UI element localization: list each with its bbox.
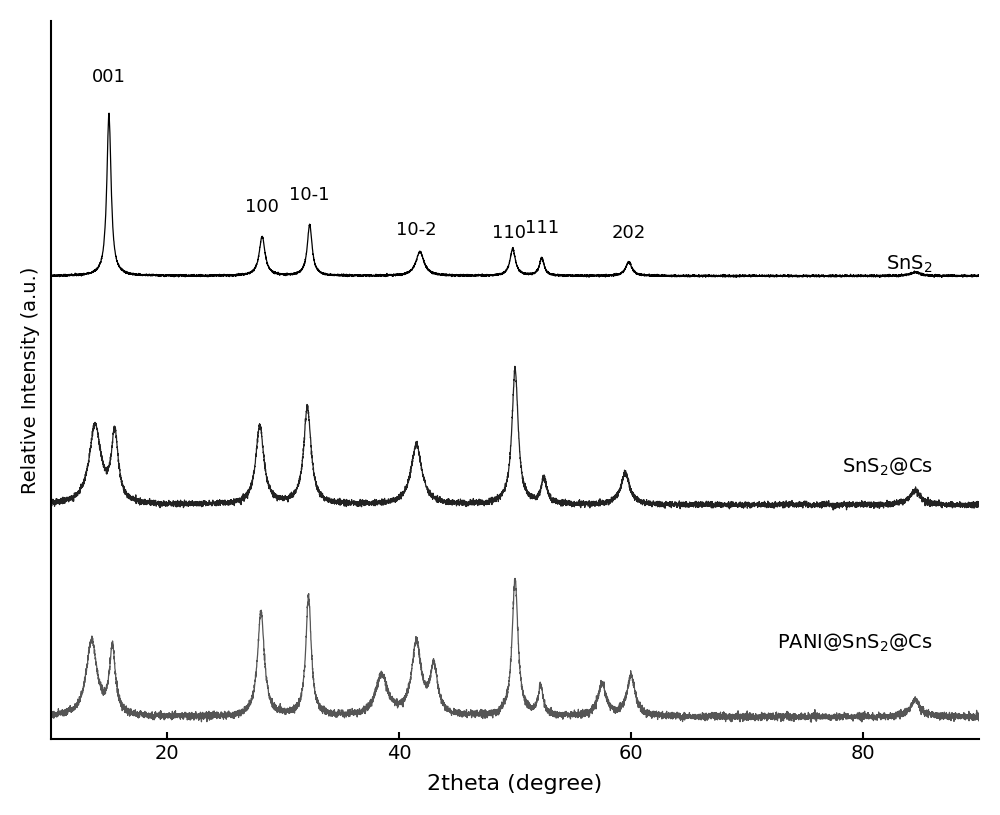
Text: 110: 110 [492,224,526,242]
Text: 202: 202 [612,224,646,242]
Text: SnS$_2$@Cs: SnS$_2$@Cs [842,456,933,478]
Text: PANI@SnS$_2$@Cs: PANI@SnS$_2$@Cs [777,632,933,654]
Text: SnS$_2$: SnS$_2$ [886,253,933,275]
Y-axis label: Relative Intensity (a.u.): Relative Intensity (a.u.) [21,267,40,494]
Text: 111: 111 [525,219,559,237]
Text: 001: 001 [92,68,126,86]
X-axis label: 2theta (degree): 2theta (degree) [427,774,603,794]
Text: 10-2: 10-2 [396,221,437,239]
Text: 100: 100 [245,198,279,216]
Text: 10-1: 10-1 [289,187,330,205]
